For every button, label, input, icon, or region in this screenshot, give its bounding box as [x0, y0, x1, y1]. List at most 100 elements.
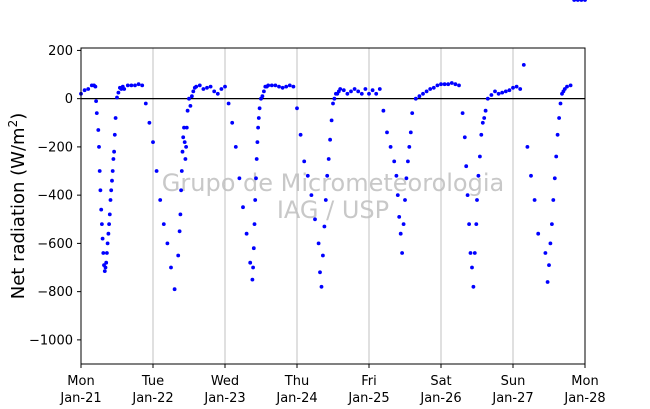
data-point: [295, 106, 299, 111]
data-point: [381, 108, 386, 113]
data-point: [116, 90, 121, 95]
data-point: [493, 89, 497, 94]
data-point: [161, 222, 166, 227]
data-point: [554, 154, 559, 159]
data-point: [176, 253, 181, 258]
y-tick-label: −600: [37, 237, 73, 252]
y-tick-label: −400: [37, 189, 73, 204]
data-point: [392, 159, 397, 164]
data-point: [188, 104, 193, 108]
data-point: [471, 284, 476, 289]
data-point: [86, 87, 91, 91]
x-tick-label-date: Jan-21: [59, 391, 101, 406]
data-point: [476, 173, 481, 178]
data-point: [395, 193, 400, 198]
data-point: [349, 89, 353, 94]
data-point: [212, 89, 217, 94]
x-tick-label-date: Jan-28: [563, 391, 605, 406]
data-point: [94, 99, 98, 103]
data-point: [328, 137, 332, 142]
data-point: [309, 193, 314, 198]
data-point: [105, 241, 110, 246]
data-point: [179, 169, 184, 173]
data-point: [96, 128, 101, 132]
data-point: [321, 253, 325, 258]
data-point: [191, 89, 196, 94]
data-point: [177, 229, 182, 234]
data-point: [352, 87, 357, 91]
data-point: [82, 88, 87, 93]
data-point: [287, 83, 292, 88]
data-point: [500, 90, 505, 95]
data-point: [158, 198, 163, 202]
data-point: [125, 83, 130, 88]
data-point: [511, 85, 515, 90]
data-point: [316, 241, 321, 246]
y-tick-label: −800: [37, 285, 73, 300]
data-point: [507, 88, 512, 93]
data-point: [182, 140, 187, 145]
data-point: [133, 83, 137, 88]
data-point: [233, 145, 238, 149]
data-point: [558, 101, 563, 106]
data-point: [143, 101, 148, 106]
x-axis: Mon Jan-21 Tue Jan-22 Wed Jan-23 Thu Jan-24 Fri J…: [59, 364, 606, 406]
data-point: [532, 198, 537, 202]
data-point: [252, 222, 257, 227]
data-point: [129, 83, 134, 88]
data-point: [483, 108, 488, 113]
data-point: [112, 132, 117, 137]
data-point: [230, 120, 235, 125]
data-point: [262, 89, 266, 94]
data-point: [341, 88, 346, 93]
data-point: [205, 85, 209, 90]
data-point: [551, 198, 556, 202]
data-point: [329, 118, 334, 123]
data-point: [254, 157, 259, 161]
data-point: [325, 173, 330, 178]
data-point: [106, 231, 111, 236]
data-point: [480, 120, 485, 125]
data-point: [108, 198, 113, 202]
data-point: [548, 241, 553, 246]
data-point: [332, 96, 337, 101]
data-point: [226, 101, 231, 106]
data-point: [256, 125, 260, 130]
y-tick-label: 0: [65, 92, 73, 107]
data-point: [398, 231, 403, 236]
x-tick-label-date: Jan-23: [203, 391, 245, 406]
data-point: [552, 176, 557, 181]
data-point: [273, 83, 278, 88]
data-point: [107, 212, 112, 217]
data-point: [479, 132, 484, 137]
data-point: [318, 270, 322, 275]
data-point: [266, 83, 271, 88]
data-point: [439, 82, 443, 87]
data-point: [241, 205, 245, 210]
data-point: [467, 222, 471, 227]
data-point: [244, 231, 249, 236]
y-axis: 200 0 −200 −400 −600 −800 −1000: [29, 44, 81, 348]
data-point: [305, 173, 310, 178]
data-point: [151, 140, 155, 145]
data-point: [190, 94, 194, 99]
data-point: [110, 169, 115, 173]
data-point: [187, 96, 191, 101]
y-tick-label: 200: [48, 44, 73, 59]
data-point: [251, 246, 256, 251]
data-point: [181, 135, 186, 140]
data-point: [453, 82, 458, 87]
data-point: [256, 116, 261, 120]
data-point: [496, 91, 501, 96]
data-point: [165, 241, 170, 246]
data-point: [359, 91, 364, 96]
data-point: [565, 84, 569, 89]
data-point: [113, 116, 118, 120]
data-point: [280, 85, 285, 90]
data-point: [460, 111, 465, 115]
data-point: [394, 173, 399, 178]
data-point: [557, 116, 561, 120]
data-point: [474, 222, 479, 227]
x-tick-label-date: Jan-27: [491, 391, 533, 406]
data-point: [388, 145, 393, 149]
